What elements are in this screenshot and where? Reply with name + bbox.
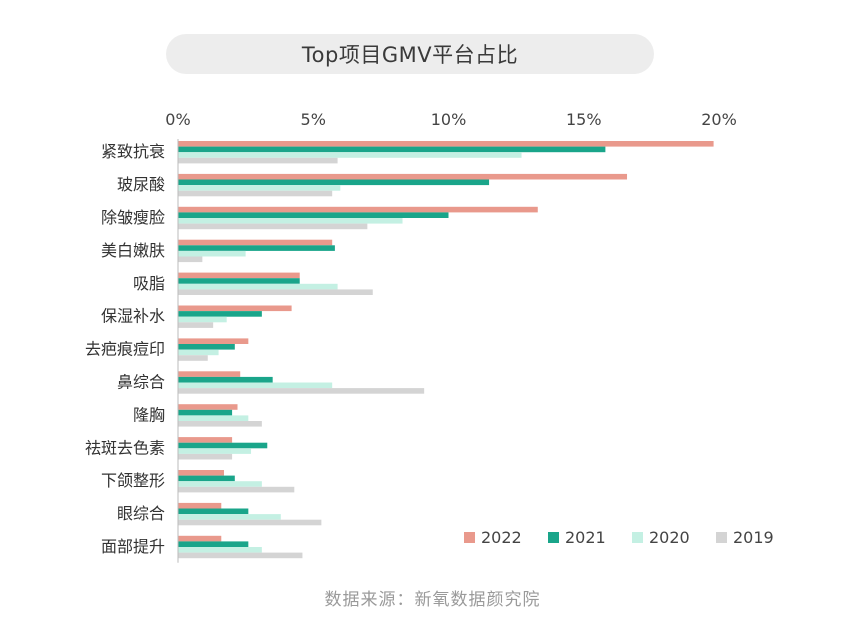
bar-2021 (178, 409, 233, 416)
bar-2021 (178, 442, 268, 449)
bar-2019 (178, 157, 338, 164)
legend-label: 2021 (565, 528, 606, 547)
legend-label: 2019 (733, 528, 774, 547)
category-label: 美白嫩肤 (101, 241, 165, 260)
bar-2021 (178, 245, 335, 251)
bar-2020 (178, 185, 341, 191)
bar-2022 (178, 470, 224, 476)
bar-2019 (178, 519, 322, 526)
bar-2021 (178, 179, 490, 186)
category-label: 下颌整形 (101, 471, 165, 490)
category-label: 眼综合 (117, 504, 165, 523)
category-label: 紧致抗衰 (101, 142, 165, 161)
bar-2022 (178, 141, 714, 147)
bar-2019 (178, 388, 425, 394)
bar-2019 (178, 223, 368, 230)
chart-title: Top项目GMV平台占比 (166, 34, 654, 74)
legend-swatch-2021 (548, 532, 559, 543)
bar-2020 (178, 415, 249, 421)
bar-2020 (178, 250, 246, 257)
x-tick-label: 5% (301, 110, 326, 129)
bar-2022 (178, 371, 241, 377)
bar-2019 (178, 453, 233, 460)
bar-2019 (178, 486, 295, 493)
bar-2022 (178, 206, 538, 213)
bar-2021 (178, 475, 235, 482)
source-note: 数据来源：新氧数据颜究院 (324, 590, 541, 610)
category-label: 保湿补水 (101, 307, 165, 326)
bar-2022 (178, 338, 249, 344)
legend-label: 2020 (649, 528, 690, 547)
bar-2022 (178, 239, 333, 246)
bar-2021 (178, 376, 273, 383)
bar-2021 (178, 278, 300, 284)
bar-2022 (178, 535, 222, 542)
legend-label: 2022 (481, 528, 522, 547)
bar-2022 (178, 437, 233, 443)
category-label: 隆胸 (133, 405, 165, 424)
bar-2019 (178, 355, 208, 361)
bar-2020 (178, 316, 227, 323)
category-label: 玻尿酸 (117, 175, 165, 194)
bar-2019 (178, 256, 203, 263)
legend-swatch-2022 (464, 532, 475, 543)
category-label: 吸脂 (133, 274, 165, 293)
x-tick-label: 20% (701, 110, 737, 129)
bar-2020 (178, 152, 522, 158)
bar-2022 (178, 272, 300, 279)
bar-2019 (178, 552, 303, 559)
bar-2022 (178, 305, 292, 312)
bar-2019 (178, 289, 373, 295)
bar-2021 (178, 508, 249, 515)
bar-2021 (178, 146, 606, 153)
bar-2020 (178, 283, 338, 290)
bar-2020 (178, 547, 262, 553)
bar-2020 (178, 382, 333, 389)
legend-swatch-2020 (632, 532, 643, 543)
category-label: 除皱瘦脸 (101, 208, 165, 227)
x-tick-label: 15% (566, 110, 602, 129)
bar-2022 (178, 502, 222, 509)
bar-2021 (178, 344, 235, 350)
bar-2020 (178, 448, 252, 454)
bar-2021 (178, 212, 449, 218)
bar-2020 (178, 481, 262, 487)
bar-2019 (178, 421, 262, 427)
bar-2019 (178, 322, 214, 328)
x-tick-label: 10% (431, 110, 467, 129)
legend-swatch-2019 (716, 532, 727, 543)
category-label: 面部提升 (101, 537, 165, 556)
bar-2019 (178, 190, 333, 197)
category-label: 去疤痕痘印 (85, 340, 165, 359)
category-label: 鼻综合 (117, 373, 165, 392)
bar-2022 (178, 173, 628, 180)
bar-2021 (178, 311, 262, 317)
bar-2020 (178, 218, 403, 224)
x-tick-label: 0% (165, 110, 190, 129)
category-label: 祛斑去色素 (85, 438, 165, 457)
bar-2021 (178, 541, 249, 547)
bar-2020 (178, 514, 281, 520)
bar-2022 (178, 404, 238, 410)
bar-2020 (178, 349, 219, 356)
